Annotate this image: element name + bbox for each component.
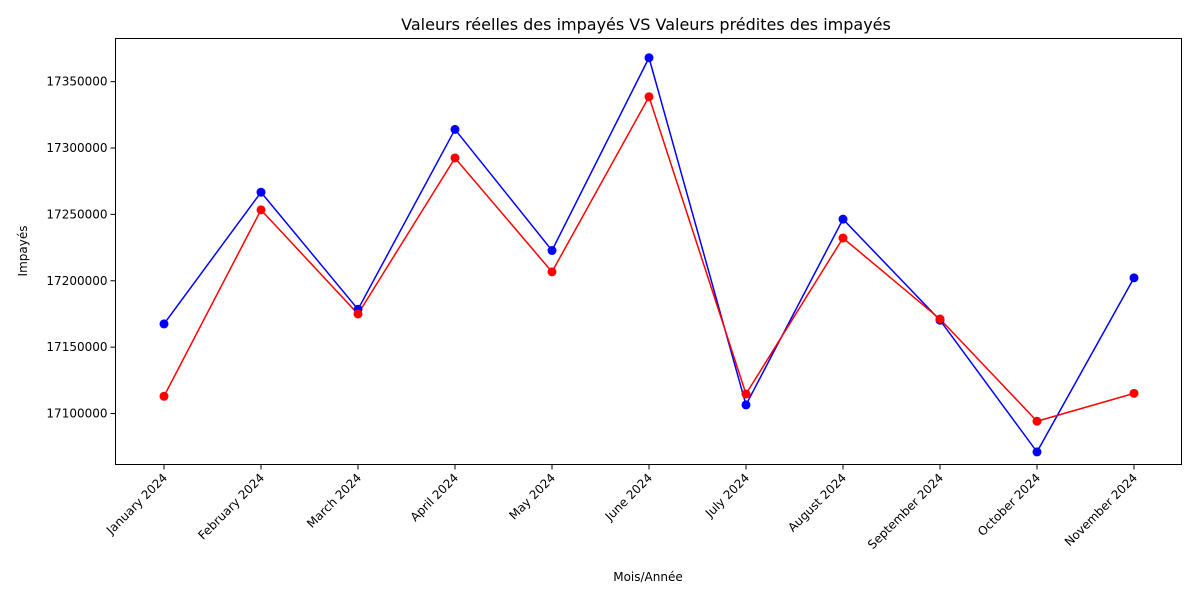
series-2-point — [644, 92, 654, 102]
y-tick-label: 17300000 — [46, 141, 107, 155]
series-2-point — [353, 309, 363, 319]
series-1-point — [644, 53, 654, 63]
y-axis-ticks: 17100000 17150000 17200000 17250000 17300000… — [46, 75, 116, 421]
series-2-point — [1032, 416, 1042, 426]
series-1-point — [838, 214, 848, 224]
y-tick-label: 17100000 — [46, 407, 107, 421]
y-axis-label: Impayés — [16, 226, 30, 277]
series-1-point — [547, 246, 557, 255]
x-tick-label: June 2024 — [602, 471, 655, 524]
series-2-point — [838, 233, 848, 243]
x-tick-label: September 2024 — [865, 471, 946, 552]
series-2-point — [935, 314, 945, 324]
series-1-point — [450, 124, 460, 134]
x-tick-label: November 2024 — [1062, 471, 1140, 549]
series-2-line — [163, 94, 1135, 423]
x-tick-label: April 2024 — [408, 471, 462, 525]
y-tick-label: 17250000 — [46, 207, 107, 221]
series-2-point — [256, 205, 266, 215]
x-axis-label: Mois/Année — [613, 570, 683, 584]
x-tick-label: October 2024 — [975, 471, 1043, 539]
x-tick-label: January 2024 — [103, 471, 170, 538]
y-tick-label: 17350000 — [46, 75, 107, 89]
series-2-point — [450, 153, 460, 163]
plot-lines — [163, 55, 1135, 454]
y-tick-label: 17150000 — [46, 340, 107, 354]
plot-area-frame — [115, 38, 1182, 465]
x-axis-ticks: January 2024 February 2024 March 2024 April… — [103, 464, 1140, 552]
series-1-point — [256, 187, 266, 197]
series-2-point — [1129, 388, 1139, 398]
x-tick-label: August 2024 — [785, 471, 849, 535]
x-tick-label: March 2024 — [304, 471, 364, 531]
series-1-line — [163, 55, 1135, 454]
chart-title: Valeurs réelles des impayés VS Valeurs p… — [401, 15, 891, 34]
x-tick-label: July 2024 — [702, 471, 752, 521]
series-1-point — [1032, 447, 1042, 457]
x-tick-label: February 2024 — [195, 471, 267, 543]
series-2-point — [741, 389, 751, 399]
series-1-point — [741, 400, 751, 410]
series-1-point — [1129, 273, 1139, 283]
series-2-point — [159, 391, 169, 401]
series-2-point — [547, 267, 557, 277]
plot-points — [159, 53, 1139, 457]
y-tick-label: 17200000 — [46, 274, 107, 288]
x-tick-label: May 2024 — [506, 471, 558, 523]
series-1-point — [159, 319, 169, 329]
